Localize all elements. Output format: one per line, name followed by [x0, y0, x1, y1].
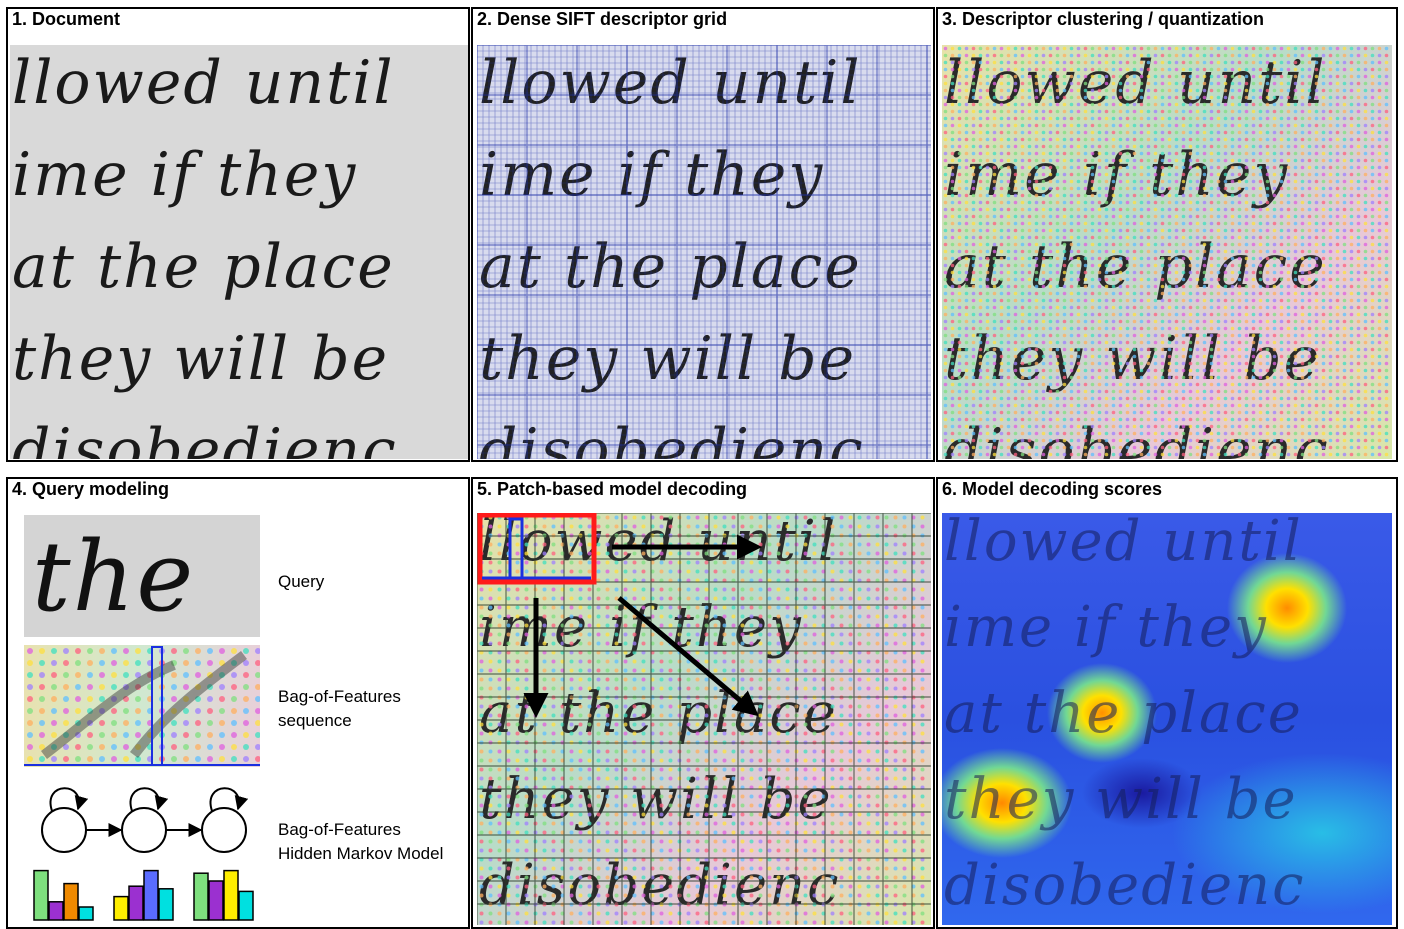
sift-grid-image: llowed until ime if they at the place th… — [477, 45, 931, 459]
histogram-bar — [79, 907, 93, 920]
panel-title: 6. Model decoding scores — [942, 479, 1162, 500]
histogram-bar — [239, 891, 253, 920]
cluster-dots-overlay — [942, 45, 1392, 459]
panel-clustering: 3. Descriptor clustering / quantization … — [936, 7, 1398, 462]
panel-document: 1. Document llowed until ime if they at … — [6, 7, 470, 462]
sift-grid-overlay — [477, 45, 931, 459]
histogram-bar — [194, 873, 208, 920]
handwriting-line: disobedienc — [944, 843, 1306, 925]
bof-sequence-label: Bag-of-Features sequence — [278, 685, 401, 733]
patch-decoding-image: llowed until ime if they at the place th… — [477, 513, 931, 925]
hmm-diagram — [24, 775, 264, 925]
histogram-bar — [129, 886, 143, 920]
hmm-state — [42, 808, 86, 852]
panel-decoding-scores: 6. Model decoding scores llowed until im… — [936, 477, 1398, 929]
handwriting-lines: llowed until ime if they at the place th… — [12, 45, 398, 459]
hmm-label-line: Hidden Markov Model — [278, 842, 443, 866]
panel-dense-sift: 2. Dense SIFT descriptor grid llowed unt… — [471, 7, 935, 462]
handwriting-line: at the place — [944, 671, 1306, 757]
histogram-bar — [49, 902, 63, 920]
bof-sequence-image — [24, 645, 260, 767]
panel-patch-decoding: 5. Patch-based model decoding llowed unt… — [471, 477, 935, 929]
histogram-bar — [144, 871, 158, 920]
score-heatmap: llowed until ime if they at the place th… — [942, 513, 1392, 925]
cluster-dots — [944, 47, 1389, 457]
sliding-frame — [510, 519, 522, 578]
panel-title: 2. Dense SIFT descriptor grid — [477, 9, 727, 30]
query-word-text: the — [32, 521, 195, 633]
hmm-label-line: Bag-of-Features — [278, 818, 443, 842]
panel-title: 1. Document — [12, 9, 120, 30]
handwriting-line: at the place — [12, 221, 398, 313]
handwriting-line: they will be — [944, 757, 1306, 843]
histogram-bar — [34, 871, 48, 920]
query-word-strokes — [44, 655, 244, 755]
query-label: Query — [278, 570, 324, 594]
histogram-bar — [64, 884, 78, 920]
handwriting-lines: llowed until ime if they at the place th… — [944, 513, 1306, 925]
panel-title: 4. Query modeling — [12, 479, 169, 500]
histogram-bar — [224, 871, 238, 920]
sift-grid-lines — [477, 45, 931, 459]
sift-cell-lines — [477, 45, 931, 459]
panel-query-modeling: 4. Query modeling the Query Bag-of-Featu… — [6, 477, 470, 929]
handwriting-line: llowed until — [12, 45, 398, 129]
panel-title: 3. Descriptor clustering / quantization — [942, 9, 1264, 30]
hmm-label: Bag-of-Features Hidden Markov Model — [278, 818, 443, 866]
histogram-bar — [159, 889, 173, 920]
query-word-image: the — [24, 515, 260, 637]
bof-dots-overlay — [24, 645, 260, 767]
handwriting-line: llowed until — [944, 513, 1306, 585]
handwriting-line: ime if they — [944, 585, 1306, 671]
handwriting-line: disobedienc — [12, 405, 398, 459]
patch-grid-overlay — [477, 513, 931, 925]
handwriting-line: ime if they — [12, 129, 398, 221]
hmm-state — [122, 808, 166, 852]
patch-grid — [477, 513, 931, 925]
histogram-bar — [209, 881, 223, 920]
quantization-image: llowed until ime if they at the place th… — [942, 45, 1392, 459]
handwriting-line: they will be — [12, 313, 398, 405]
bof-label-line: Bag-of-Features — [278, 685, 401, 709]
hmm-state — [202, 808, 246, 852]
panel-title: 5. Patch-based model decoding — [477, 479, 747, 500]
document-image: llowed until ime if they at the place th… — [10, 45, 468, 459]
histogram-bar — [114, 897, 128, 920]
bof-label-line: sequence — [278, 709, 401, 733]
